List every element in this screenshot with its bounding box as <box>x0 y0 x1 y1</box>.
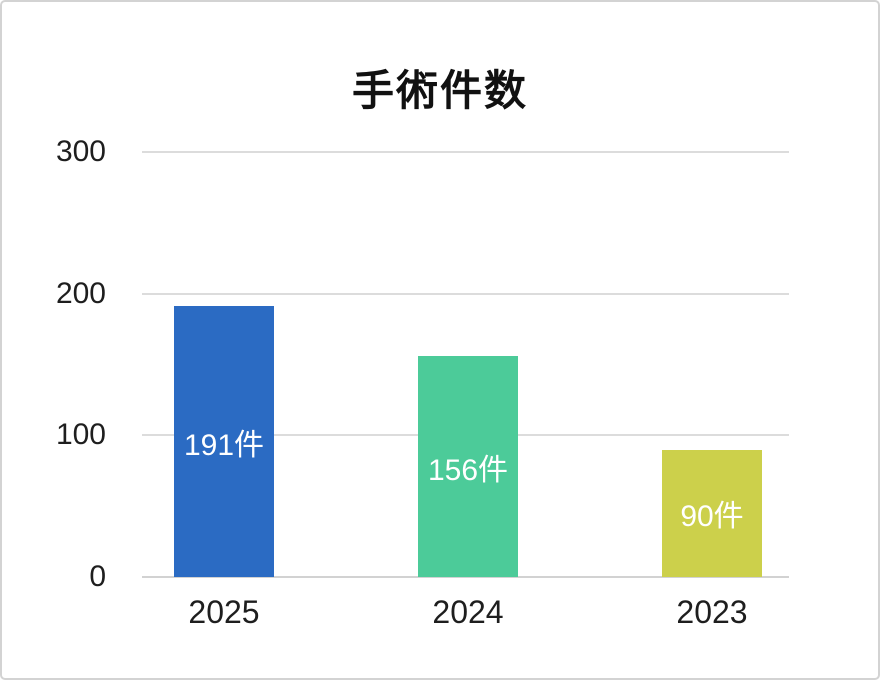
bar-2025: 191件 <box>174 306 274 577</box>
bar-value-label: 191件 <box>183 428 265 462</box>
gridline-200 <box>142 292 789 295</box>
chart-title: 手術件数 <box>351 67 528 114</box>
x-tick-label-2025: 2025 <box>188 594 260 630</box>
y-tick-label-200: 200 <box>55 276 106 310</box>
y-tick-label-300: 300 <box>55 135 106 168</box>
bar-value-label: 156件 <box>427 453 509 487</box>
x-tick-label-2023: 2023 <box>676 594 748 630</box>
bar-2024: 156件 <box>418 356 518 577</box>
bar-value-label: 90件 <box>680 500 744 534</box>
y-tick-label-100: 100 <box>55 418 106 452</box>
gridline-300 <box>142 151 789 153</box>
gridline-0 <box>142 576 789 578</box>
x-axis-labels: 2025 2024 2023 <box>142 593 789 633</box>
bar-2023: 90件 <box>662 449 762 577</box>
plot-area: 191件 156件 90件 <box>142 151 789 578</box>
y-tick-label-0: 0 <box>89 560 106 593</box>
x-tick-label-2024: 2024 <box>432 594 504 630</box>
